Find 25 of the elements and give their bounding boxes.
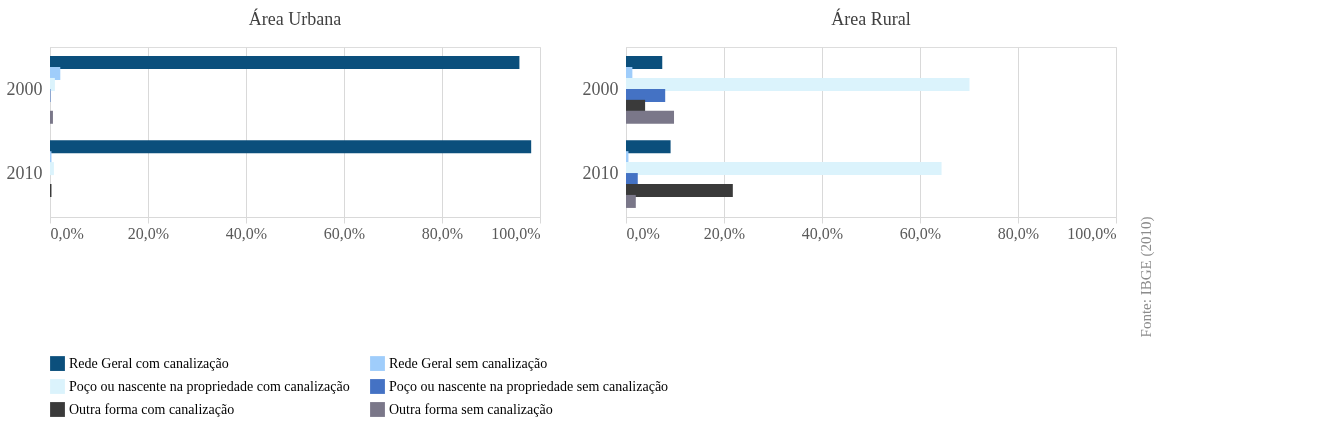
legend-label: Rede Geral com canalização [69, 355, 229, 371]
legend-label: Outra forma sem canalização [389, 401, 553, 417]
x-tick-label: 0,0% [50, 224, 84, 242]
x-tick-label: 20,0% [127, 224, 170, 242]
x-tick-label: 100,0% [491, 224, 541, 242]
x-tick-label: 0,0% [626, 224, 660, 242]
y-tick-label: 2000 [582, 78, 619, 99]
x-tick-label: 40,0% [801, 224, 844, 242]
x-tick-label: 60,0% [323, 224, 366, 242]
x-tick-label: 20,0% [703, 224, 746, 242]
source-note: Fonte: IBGE (2010) [1138, 216, 1155, 338]
x-tick-label: 60,0% [899, 224, 942, 242]
legend-label: Poço ou nascente na propriedade com canalização [69, 378, 350, 394]
y-tick-label: 2000 [6, 78, 43, 99]
legend-label: Rede Geral sem canalização [389, 355, 548, 371]
x-tick-label: 80,0% [997, 224, 1040, 242]
y-tick-label: 2010 [6, 163, 43, 184]
chart-title: Área Urbana [248, 8, 342, 29]
x-tick-label: 40,0% [225, 224, 268, 242]
legend-label: Poço ou nascente na propriedade sem canalização [389, 378, 669, 394]
y-tick-label: 2010 [582, 163, 619, 184]
x-tick-label: 100,0% [1067, 224, 1117, 242]
chart-title: Área Rural [831, 8, 911, 29]
legend-label: Outra forma com canalização [69, 401, 235, 417]
x-tick-label: 80,0% [421, 224, 464, 242]
